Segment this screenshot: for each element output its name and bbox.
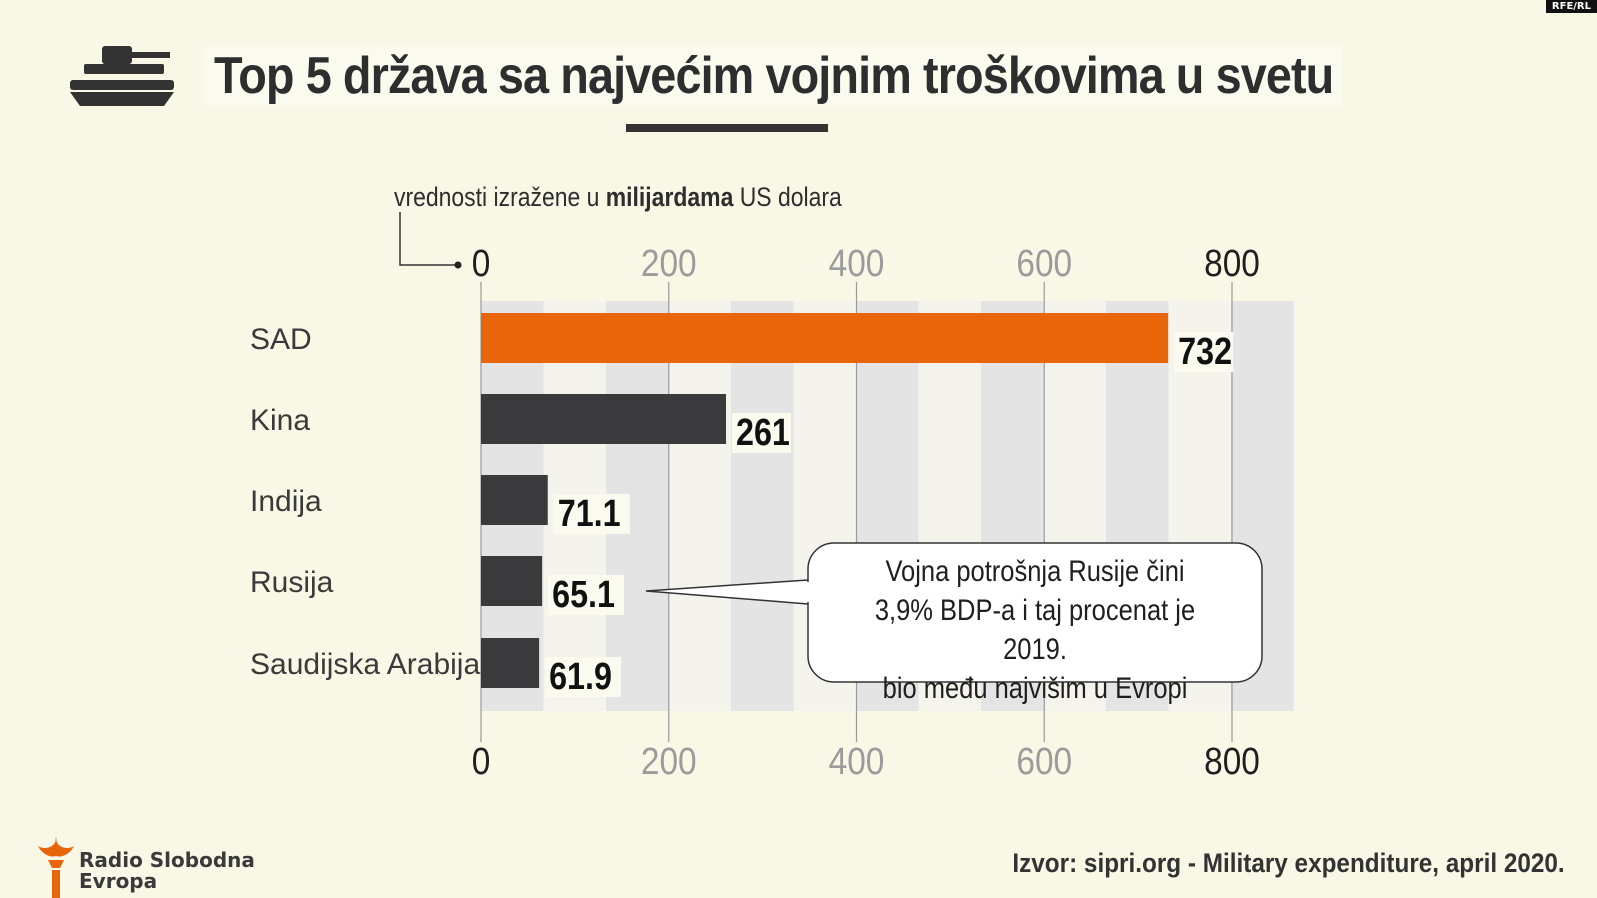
bar xyxy=(481,556,543,606)
subtitle-connector xyxy=(399,212,456,266)
callout-pointer xyxy=(645,579,809,605)
subtitle-bold: milijardama xyxy=(605,182,734,212)
logo-line1: Radio Slobodna xyxy=(79,848,255,872)
value-label-bg xyxy=(553,494,630,534)
x-tick-label-top: 600 xyxy=(1016,242,1072,284)
value-label-bg xyxy=(545,657,622,697)
source-note: Izvor: sipri.org - Military expenditure,… xyxy=(1012,848,1565,878)
x-tick-label-top: 800 xyxy=(1204,242,1260,284)
title-underline xyxy=(626,124,828,132)
logo-text: Radio Slobodna Evropa xyxy=(79,850,255,892)
category-label: Indija xyxy=(250,485,322,518)
logo-line2: Evropa xyxy=(79,869,158,893)
category-label: Kina xyxy=(250,404,310,437)
connector-dot xyxy=(454,261,462,269)
value-label: 261 xyxy=(736,412,790,454)
value-label-bg xyxy=(732,413,792,453)
x-tick-label-top: 200 xyxy=(641,242,697,284)
value-label: 71.1 xyxy=(558,493,621,535)
x-tick-label-bottom: 600 xyxy=(1016,740,1072,782)
subtitle-post: US dolara xyxy=(733,182,842,212)
grid-band xyxy=(731,301,794,711)
rferl-badge: RFE/RL xyxy=(1545,0,1597,13)
callout-text: Vojna potrošnja Rusije čini 3,9% BDP-a i… xyxy=(845,552,1224,708)
bar xyxy=(481,313,1169,363)
value-label-bg xyxy=(548,575,625,615)
callout-joint xyxy=(805,582,811,602)
page-title: Top 5 država sa najvećim vojnim troškovi… xyxy=(205,46,1343,106)
subtitle-pre: vrednosti izražene u xyxy=(394,182,606,212)
rse-logo-icon xyxy=(38,836,74,898)
callout-line: 3,9% BDP-a i taj procenat je 2019. xyxy=(874,594,1196,666)
x-tick-label-top: 400 xyxy=(829,242,885,284)
x-tick-label-bottom: 800 xyxy=(1204,740,1260,782)
callout-box xyxy=(807,542,1263,683)
bar xyxy=(481,475,548,525)
bar xyxy=(481,638,540,688)
callout-line: bio među najvišim u Evropi xyxy=(882,672,1188,705)
x-tick-label-bottom: 400 xyxy=(829,740,885,782)
x-tick-label-bottom: 200 xyxy=(641,740,697,782)
chart-subtitle: vrednosti izražene u milijardama US dola… xyxy=(394,182,842,213)
x-tick-label-bottom: 0 xyxy=(472,740,491,782)
value-label-bg xyxy=(1174,332,1234,372)
category-label: Rusija xyxy=(250,566,334,599)
callout-line: Vojna potrošnja Rusije čini xyxy=(885,555,1185,588)
category-label: SAD xyxy=(250,323,312,356)
tank-icon xyxy=(70,46,174,106)
value-label: 732 xyxy=(1178,331,1232,373)
value-label: 61.9 xyxy=(549,656,612,698)
value-label: 65.1 xyxy=(552,574,615,616)
category-label: Saudijska Arabija xyxy=(250,648,480,681)
bar xyxy=(481,394,727,444)
x-tick-label-top: 0 xyxy=(472,242,491,284)
